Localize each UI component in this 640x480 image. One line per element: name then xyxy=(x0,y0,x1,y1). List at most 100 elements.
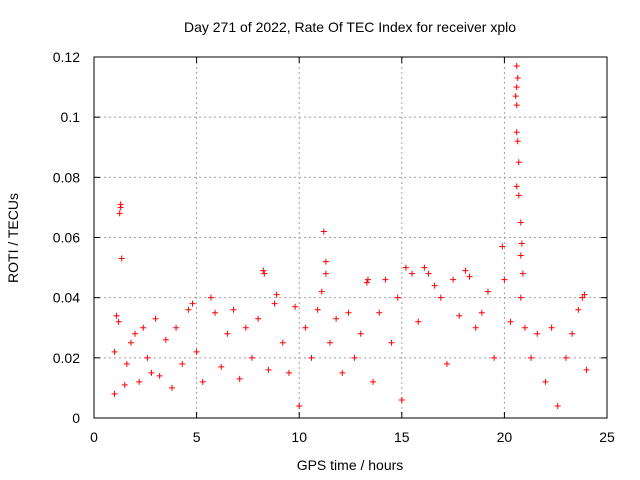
y-tick-label: 0.02 xyxy=(53,350,80,366)
data-point xyxy=(501,276,508,283)
data-point xyxy=(111,348,118,355)
data-point xyxy=(415,318,422,325)
data-point xyxy=(542,378,549,385)
data-point xyxy=(322,258,329,265)
data-point xyxy=(111,390,118,397)
data-point xyxy=(554,402,561,409)
data-point xyxy=(579,294,586,301)
data-point xyxy=(218,363,225,370)
data-point xyxy=(491,354,498,361)
data-point xyxy=(357,330,364,337)
data-point xyxy=(370,378,377,385)
data-point xyxy=(199,378,206,385)
x-tick-label: 25 xyxy=(599,429,615,445)
data-point xyxy=(118,255,125,262)
data-point xyxy=(388,339,395,346)
data-point xyxy=(121,381,128,388)
data-point xyxy=(513,183,520,190)
data-point xyxy=(472,324,479,331)
data-point xyxy=(144,354,151,361)
data-point xyxy=(528,354,535,361)
data-point xyxy=(224,330,231,337)
data-point xyxy=(261,270,268,277)
data-point xyxy=(212,309,219,316)
data-point xyxy=(230,306,237,313)
y-tick-label: 0 xyxy=(72,410,80,426)
data-point xyxy=(521,324,528,331)
data-point xyxy=(173,324,180,331)
data-point xyxy=(207,294,214,301)
x-tick-label: 0 xyxy=(90,429,98,445)
y-axis-label: ROTI / TECUs xyxy=(5,193,21,283)
data-point xyxy=(140,324,147,331)
data-point xyxy=(402,264,409,271)
data-point xyxy=(333,315,340,322)
data-point xyxy=(519,270,526,277)
data-point xyxy=(249,354,256,361)
data-point xyxy=(296,402,303,409)
data-point xyxy=(193,348,200,355)
data-point xyxy=(279,339,286,346)
data-point xyxy=(292,303,299,310)
x-tick-label: 5 xyxy=(193,429,201,445)
data-point xyxy=(562,354,569,361)
data-point xyxy=(425,270,432,277)
data-point xyxy=(123,360,130,367)
data-point xyxy=(242,324,249,331)
data-point xyxy=(179,360,186,367)
x-tick-label: 20 xyxy=(497,429,513,445)
data-point xyxy=(302,324,309,331)
data-point xyxy=(581,291,588,298)
data-point xyxy=(478,309,485,316)
y-tick-label: 0.1 xyxy=(61,109,81,125)
data-point xyxy=(514,138,521,145)
data-point xyxy=(156,372,163,379)
data-point xyxy=(517,252,524,259)
data-point xyxy=(507,318,514,325)
x-tick-label: 10 xyxy=(291,429,307,445)
data-point xyxy=(271,300,278,307)
data-point xyxy=(273,291,280,298)
data-point xyxy=(548,324,555,331)
data-point xyxy=(308,354,315,361)
data-point xyxy=(136,378,143,385)
data-point xyxy=(326,339,333,346)
data-point xyxy=(168,384,175,391)
data-point xyxy=(466,273,473,280)
data-point xyxy=(517,294,524,301)
y-tick-label: 0.06 xyxy=(53,230,80,246)
data-point xyxy=(382,276,389,283)
y-tick-label: 0.12 xyxy=(53,49,80,65)
data-point xyxy=(132,330,139,337)
data-point xyxy=(569,330,576,337)
data-point xyxy=(318,288,325,295)
data-point xyxy=(513,84,520,91)
data-point xyxy=(443,360,450,367)
data-point xyxy=(363,279,370,286)
data-point xyxy=(431,282,438,289)
data-point xyxy=(518,240,525,247)
grid-lines xyxy=(94,57,607,418)
data-point xyxy=(499,243,506,250)
data-point xyxy=(515,159,522,166)
data-point xyxy=(148,369,155,376)
data-point xyxy=(117,201,124,208)
data-point xyxy=(351,354,358,361)
data-point xyxy=(285,369,292,376)
x-axis-label: GPS time / hours xyxy=(297,457,404,473)
data-point xyxy=(376,309,383,316)
data-point xyxy=(513,63,520,70)
chart-title: Day 271 of 2022, Rate Of TEC Index for r… xyxy=(184,19,516,35)
data-point xyxy=(456,312,463,319)
data-point xyxy=(113,312,120,319)
data-point xyxy=(450,276,457,283)
data-point xyxy=(409,270,416,277)
data-point xyxy=(255,315,262,322)
data-point xyxy=(364,276,371,283)
data-point xyxy=(534,330,541,337)
data-point xyxy=(437,294,444,301)
x-tick-label: 15 xyxy=(394,429,410,445)
data-point xyxy=(575,306,582,313)
data-point xyxy=(462,267,469,274)
